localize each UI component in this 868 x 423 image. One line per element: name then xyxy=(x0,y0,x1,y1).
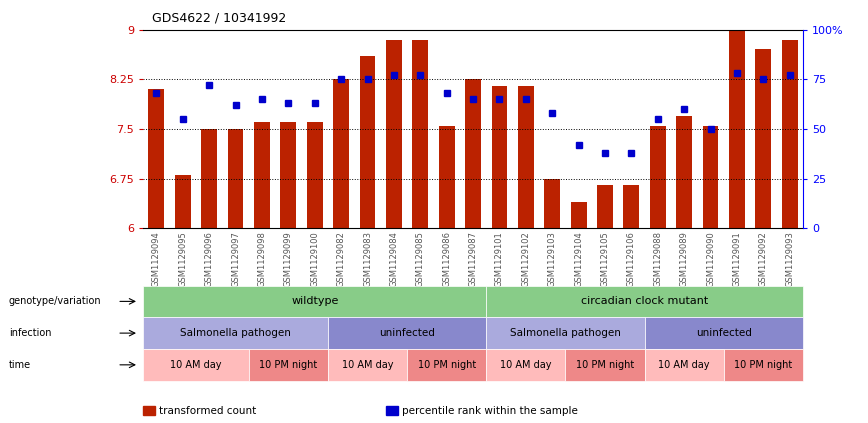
Text: wildtype: wildtype xyxy=(291,297,339,306)
Text: uninfected: uninfected xyxy=(379,328,435,338)
Bar xyxy=(729,30,745,228)
Bar xyxy=(597,185,613,228)
Text: 10 PM night: 10 PM night xyxy=(575,360,635,370)
Bar xyxy=(438,126,455,228)
Bar xyxy=(412,40,428,228)
Bar xyxy=(518,86,534,228)
Bar xyxy=(333,80,349,228)
Bar xyxy=(201,129,217,228)
Bar xyxy=(227,129,244,228)
Text: GDS4622 / 10341992: GDS4622 / 10341992 xyxy=(152,11,286,24)
Bar xyxy=(544,179,560,228)
Bar xyxy=(491,86,508,228)
Bar xyxy=(650,126,666,228)
Text: 10 PM night: 10 PM night xyxy=(418,360,476,370)
Text: circadian clock mutant: circadian clock mutant xyxy=(581,297,708,306)
Bar xyxy=(623,185,640,228)
Text: 10 AM day: 10 AM day xyxy=(170,360,221,370)
Bar xyxy=(570,202,587,228)
Text: transformed count: transformed count xyxy=(159,406,256,416)
Text: genotype/variation: genotype/variation xyxy=(9,297,102,306)
Text: uninfected: uninfected xyxy=(696,328,752,338)
Bar xyxy=(782,40,798,228)
Text: 10 AM day: 10 AM day xyxy=(659,360,710,370)
Text: infection: infection xyxy=(9,328,51,338)
Text: 10 PM night: 10 PM night xyxy=(260,360,318,370)
Text: Salmonella pathogen: Salmonella pathogen xyxy=(181,328,291,338)
Text: percentile rank within the sample: percentile rank within the sample xyxy=(402,406,578,416)
Bar xyxy=(254,122,270,228)
Bar xyxy=(174,176,191,228)
Bar xyxy=(676,116,692,228)
Text: 10 AM day: 10 AM day xyxy=(500,360,551,370)
Bar xyxy=(148,89,164,228)
Bar xyxy=(386,40,402,228)
Bar xyxy=(755,49,772,228)
Text: 10 PM night: 10 PM night xyxy=(734,360,792,370)
Text: time: time xyxy=(9,360,30,370)
Bar xyxy=(359,56,376,228)
Bar xyxy=(702,126,719,228)
Bar xyxy=(306,122,323,228)
Text: Salmonella pathogen: Salmonella pathogen xyxy=(510,328,621,338)
Bar xyxy=(280,122,296,228)
Bar xyxy=(465,80,481,228)
Text: 10 AM day: 10 AM day xyxy=(342,360,393,370)
